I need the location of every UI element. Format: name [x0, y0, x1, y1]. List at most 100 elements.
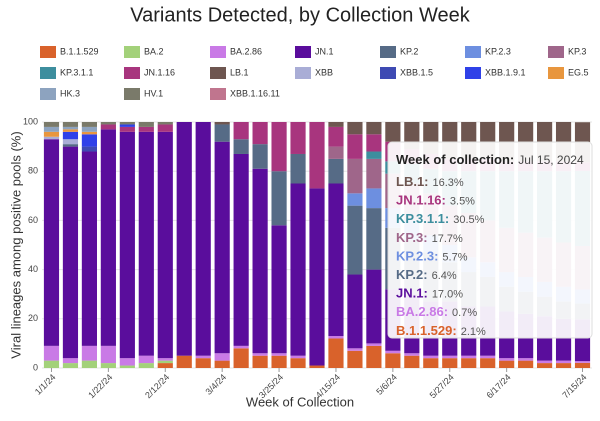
- bar-segment: [385, 350, 401, 354]
- bar-segment: [252, 144, 268, 169]
- bar-segment: [328, 126, 344, 147]
- bar-segment: [328, 183, 344, 337]
- tooltip-item-value: 30.5%: [453, 214, 484, 226]
- y-tick-label: 100: [23, 116, 38, 126]
- bar-segment: [214, 122, 230, 125]
- bar-segment: [157, 360, 173, 364]
- tooltip-item-name: JN.1.16: [396, 193, 442, 208]
- bar-segment: [480, 358, 496, 368]
- bar-segment: [480, 355, 496, 359]
- x-tick-label: 1/22/24: [86, 372, 114, 400]
- bar-segment: [157, 131, 173, 359]
- tooltip-title-label: Week of collection:: [396, 152, 514, 167]
- bar-segment: [366, 208, 382, 270]
- bar-segment: [366, 122, 382, 135]
- bar-segment: [252, 355, 268, 368]
- bar-segment: [119, 122, 135, 125]
- bar-segment: [81, 360, 97, 368]
- bar-segment: [555, 360, 572, 364]
- bar-segment: [347, 205, 363, 275]
- bar-segment: [157, 363, 173, 368]
- tooltip-item-value: 3.5%: [450, 196, 475, 208]
- bar-segment: [347, 122, 363, 135]
- bar-segment: [138, 355, 154, 364]
- bar-segment: [271, 355, 287, 368]
- legend-swatch: [548, 67, 564, 79]
- legend-label: BA.2.86: [230, 46, 262, 56]
- bar-segment: [119, 358, 135, 366]
- legend-swatch: [295, 46, 311, 58]
- x-tick-label: 2/12/24: [143, 372, 171, 400]
- bar-segment: [62, 126, 79, 130]
- bar-segment: [366, 269, 382, 344]
- x-tick-label: 7/15/24: [560, 372, 588, 400]
- tooltip-item: JN.1: 17.0%: [396, 286, 463, 301]
- bar-segment: [233, 122, 249, 140]
- bar-segment: [214, 353, 230, 361]
- bar-segment: [442, 358, 458, 368]
- tooltip-item: KP.3.1.1: 30.5%: [396, 212, 485, 227]
- bar-segment: [442, 355, 458, 359]
- legend-label: BA.2: [144, 46, 164, 56]
- bar-segment: [119, 365, 135, 368]
- tooltip-item: KP.3: 17.7%: [396, 230, 463, 245]
- bar-segment: [537, 360, 553, 364]
- tooltip-item-value: 17.0%: [432, 289, 463, 301]
- legend-label: KP.2.3: [485, 46, 511, 56]
- bar-segment: [461, 355, 477, 359]
- bar-segment: [347, 348, 363, 351]
- bar-segment: [157, 124, 173, 132]
- bar-segment: [309, 188, 325, 366]
- y-tick-label: 0: [33, 362, 38, 372]
- legend-swatch: [40, 46, 56, 58]
- bar-segment: [347, 134, 363, 159]
- bar-segment: [366, 345, 382, 368]
- bar-segment: [157, 358, 173, 361]
- bar-segment: [43, 139, 60, 346]
- bar-segment: [81, 122, 97, 127]
- legend-swatch: [465, 67, 481, 79]
- bar-segment: [233, 139, 249, 154]
- bar-segment: [214, 141, 230, 354]
- legend-swatch: [40, 67, 56, 79]
- tooltip-item-name: JN.1: [396, 286, 423, 301]
- bar-segment: [81, 151, 97, 346]
- legend-label: EG.5: [568, 67, 589, 77]
- bar-segment: [195, 358, 211, 368]
- legend-label: HV.1: [144, 88, 163, 98]
- legend-swatch: [295, 67, 311, 79]
- x-tick-label: 3/4/24: [203, 372, 228, 397]
- bar-segment: [574, 361, 591, 363]
- bar-segment: [138, 122, 154, 127]
- bar-segment: [252, 168, 268, 354]
- bar-segment: [119, 126, 135, 132]
- bar-segment: [62, 146, 79, 359]
- bar-segment: [328, 338, 344, 368]
- bar-segment: [366, 188, 382, 209]
- bar-segment: [271, 171, 287, 226]
- bar-segment: [385, 353, 401, 368]
- bar-segment: [233, 153, 249, 346]
- bar-segment: [81, 126, 97, 132]
- tooltip: Week of collection: Jul 15, 2024 LB.1: 16.3…: [387, 141, 593, 339]
- bar-segment: [290, 355, 306, 359]
- bar-segment: [62, 122, 79, 127]
- y-tick-label: 20: [28, 313, 38, 323]
- bar-segment: [100, 363, 116, 368]
- bar-segment: [100, 129, 116, 346]
- bar-segment: [252, 353, 268, 356]
- bar-segment: [81, 345, 97, 361]
- tooltip-item: KP.2: 6.4%: [396, 267, 457, 282]
- legend-label: XBB: [315, 67, 333, 77]
- tooltip-box: [387, 141, 593, 339]
- legend-swatch: [124, 46, 140, 58]
- bar-segment: [518, 360, 534, 368]
- legend-swatch: [210, 67, 226, 79]
- tooltip-item-name: BA.2.86: [396, 305, 444, 320]
- legend-label: KP.3: [568, 46, 586, 56]
- legend-label: JN.1: [315, 46, 334, 56]
- bar-segment: [271, 225, 287, 354]
- bar-segment: [119, 124, 135, 127]
- tooltip-item: JN.1.16: 3.5%: [396, 193, 475, 208]
- tooltip-title: Week of collection: Jul 15, 2024: [396, 152, 584, 167]
